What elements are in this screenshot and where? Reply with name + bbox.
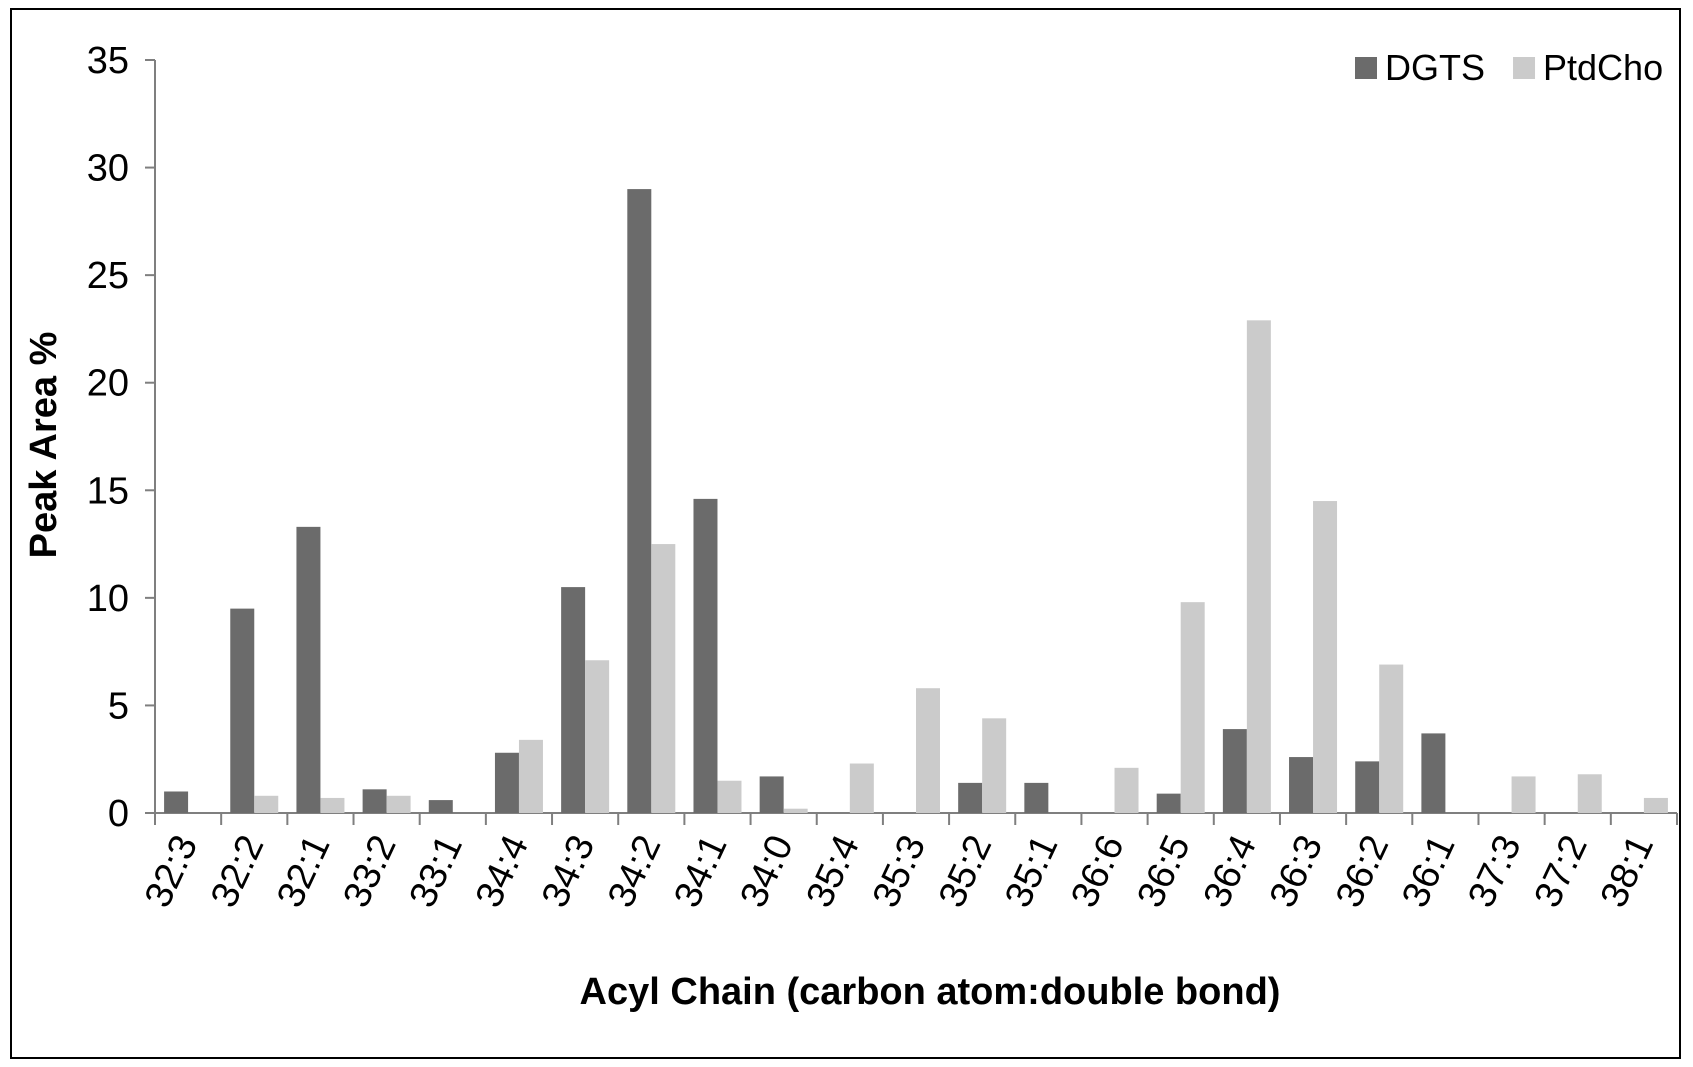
x-tick-label: 33:1 xyxy=(402,829,471,914)
x-tick-label: 38:1 xyxy=(1593,829,1662,914)
x-tick-label: 34:0 xyxy=(732,829,801,914)
chart-frame xyxy=(10,8,1681,1059)
x-tick-label: 32:1 xyxy=(269,829,338,914)
bar-dgts-34-4 xyxy=(494,752,519,813)
x-axis-title: Acyl Chain (carbon atom:double bond) xyxy=(580,971,1281,1013)
legend-label: DGTS xyxy=(1385,47,1485,88)
x-tick-label: 37:3 xyxy=(1460,829,1529,914)
x-tick-label: 36:4 xyxy=(1196,829,1265,914)
y-tick-label: 20 xyxy=(87,363,129,405)
bar-dgts-36-2 xyxy=(1355,761,1380,813)
bar-dgts-32-2 xyxy=(230,608,255,813)
bar-ptdcho-34-3 xyxy=(585,660,610,813)
x-tick-label: 34:1 xyxy=(666,829,735,914)
y-tick-label: 15 xyxy=(87,470,129,512)
x-tick-label: 37:2 xyxy=(1527,829,1596,914)
bar-ptdcho-36-5 xyxy=(1180,602,1205,813)
bar-ptdcho-35-2 xyxy=(982,718,1007,813)
bar-ptdcho-36-3 xyxy=(1313,501,1338,813)
x-tick-label: 35:2 xyxy=(931,829,1000,914)
bar-dgts-36-3 xyxy=(1289,757,1314,813)
y-tick-label: 35 xyxy=(87,40,129,82)
x-tick-label: 36:6 xyxy=(1063,829,1132,914)
x-tick-label: 32:3 xyxy=(137,829,206,914)
x-tick-label: 36:5 xyxy=(1130,829,1199,914)
bar-ptdcho-36-4 xyxy=(1246,320,1271,813)
bar-dgts-36-4 xyxy=(1222,729,1247,813)
bar-ptdcho-35-3 xyxy=(916,688,940,813)
y-axis-title: Peak Area % xyxy=(23,332,65,559)
bar-ptdcho-38-1 xyxy=(1643,797,1668,813)
x-tick-label: 36:3 xyxy=(1262,829,1331,914)
bar-dgts-36-1 xyxy=(1421,733,1446,813)
bar-ptdcho-36-2 xyxy=(1379,664,1404,813)
bar-ptdcho-36-6 xyxy=(1114,767,1139,813)
bar-ptdcho-37-2 xyxy=(1577,774,1602,813)
bar-dgts-35-1 xyxy=(1024,782,1049,813)
x-tick-label: 36:2 xyxy=(1328,829,1397,914)
x-axis: 32:332:232:133:233:134:434:334:234:134:0… xyxy=(137,812,1678,914)
bar-ptdcho-34-1 xyxy=(717,780,742,813)
bars xyxy=(164,189,1668,814)
bar-ptdcho-32-2 xyxy=(254,795,279,813)
bar-ptdcho-35-4 xyxy=(849,763,874,813)
bar-dgts-32-3 xyxy=(164,791,189,813)
x-tick-label: 35:3 xyxy=(865,829,934,914)
x-tick-label: 34:2 xyxy=(600,829,669,914)
bar-dgts-33-2 xyxy=(362,789,387,813)
bar-dgts-33-1 xyxy=(428,800,453,813)
bar-dgts-35-2 xyxy=(958,782,983,813)
bar-dgts-34-3 xyxy=(561,587,586,813)
x-tick-label: 34:4 xyxy=(468,829,537,914)
legend-swatch xyxy=(1355,57,1377,79)
bar-dgts-34-1 xyxy=(693,498,718,813)
x-tick-label: 32:2 xyxy=(203,829,272,914)
bar-ptdcho-32-1 xyxy=(320,797,345,813)
y-tick-label: 30 xyxy=(87,148,129,190)
bar-ptdcho-37-3 xyxy=(1511,776,1536,813)
y-tick-label: 10 xyxy=(87,578,129,620)
y-tick-label: 0 xyxy=(108,793,129,835)
y-axis: 0 5 10 15 20 25 30 35 xyxy=(87,40,156,835)
legend: DGTS PtdCho xyxy=(1355,47,1663,88)
y-tick-label: 5 xyxy=(108,685,129,727)
bar-dgts-34-0 xyxy=(759,776,784,813)
y-tick-label: 25 xyxy=(87,255,129,297)
legend-swatch xyxy=(1513,57,1536,79)
bar-ptdcho-34-2 xyxy=(651,544,676,813)
x-tick-label: 33:2 xyxy=(335,829,404,914)
bar-ptdcho-33-2 xyxy=(386,795,411,813)
x-tick-label: 34:3 xyxy=(534,829,603,914)
x-tick-label: 35:1 xyxy=(997,829,1066,914)
legend-label: PtdCho xyxy=(1543,47,1663,88)
bar-dgts-36-5 xyxy=(1156,793,1181,813)
x-tick-label: 36:1 xyxy=(1394,829,1463,914)
bar-dgts-34-2 xyxy=(627,189,652,814)
bar-ptdcho-34-0 xyxy=(783,808,808,813)
x-tick-label: 35:4 xyxy=(799,829,868,914)
bar-ptdcho-34-4 xyxy=(518,739,543,813)
bar-dgts-32-1 xyxy=(296,526,321,813)
